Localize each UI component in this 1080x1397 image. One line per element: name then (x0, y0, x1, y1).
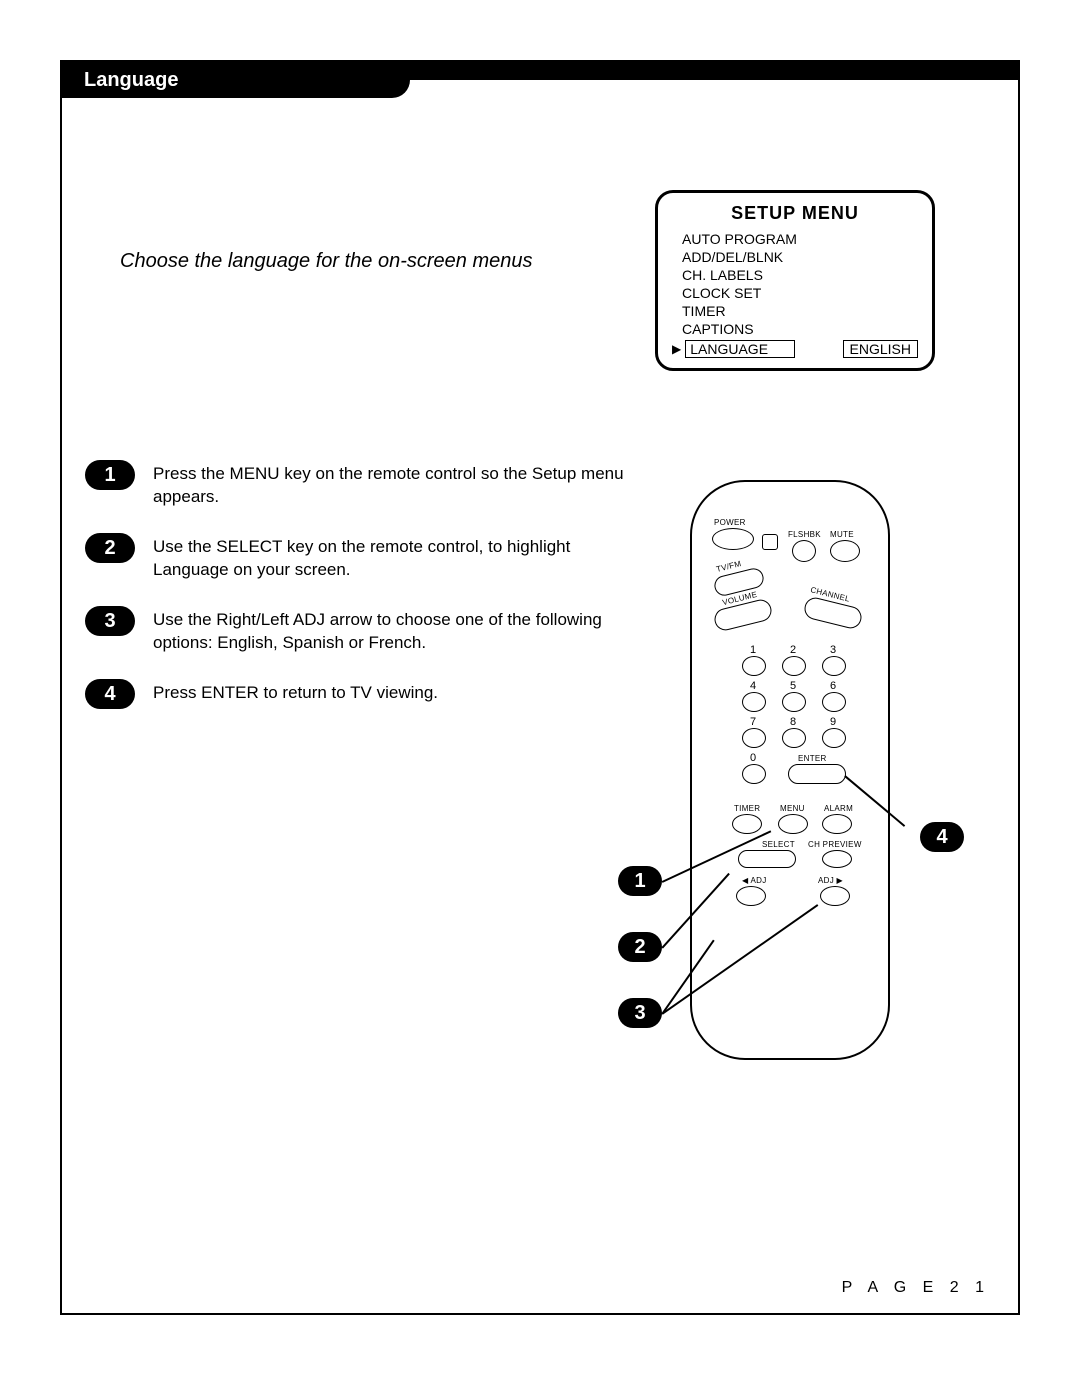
label-power: POWER (714, 518, 746, 527)
label-mute: MUTE (830, 530, 854, 539)
digit-button (742, 692, 766, 712)
callout-2: 2 (618, 932, 662, 962)
timer-button (732, 814, 762, 834)
menu-item: ADD/DEL/BLNK (672, 248, 918, 266)
callout-3: 3 (618, 998, 662, 1028)
digit: 4 (750, 680, 756, 692)
power-button (712, 528, 754, 550)
step-text: Press ENTER to return to TV viewing. (153, 679, 438, 705)
menu-selected-value: ENGLISH (843, 340, 918, 358)
menu-item: TIMER (672, 302, 918, 320)
digit-button (742, 728, 766, 748)
digit-button (782, 656, 806, 676)
label-alarm: ALARM (824, 804, 853, 813)
callout-1: 1 (618, 866, 662, 896)
digit: 3 (830, 644, 836, 656)
step-row: 2 Use the SELECT key on the remote contr… (85, 533, 645, 582)
step-number: 3 (85, 606, 135, 636)
setup-menu-title: SETUP MENU (672, 203, 918, 224)
menu-item: CAPTIONS (672, 320, 918, 338)
pointer-icon: ▶ (672, 342, 681, 356)
label-menu: MENU (780, 804, 805, 813)
chpreview-button (822, 850, 852, 868)
digit: 7 (750, 716, 756, 728)
label-adj-left: ◀ ADJ (742, 876, 767, 885)
setup-menu: SETUP MENU AUTO PROGRAM ADD/DEL/BLNK CH.… (655, 190, 935, 371)
digit-button (822, 728, 846, 748)
step-row: 4 Press ENTER to return to TV viewing. (85, 679, 645, 709)
adj-left-button (736, 886, 766, 906)
label-timer: TIMER (734, 804, 760, 813)
digit-button (782, 692, 806, 712)
digit: 5 (790, 680, 796, 692)
menu-selected-row: ▶ LANGUAGE ENGLISH (672, 338, 918, 358)
digit-button (742, 656, 766, 676)
volume-rocker (712, 597, 774, 632)
page-footer: P A G E 2 1 (842, 1279, 990, 1297)
alarm-button (822, 814, 852, 834)
steps-list: 1 Press the MENU key on the remote contr… (85, 460, 645, 733)
step-text: Use the Right/Left ADJ arrow to choose o… (153, 606, 645, 655)
step-number: 2 (85, 533, 135, 563)
select-button (738, 850, 796, 868)
digit: 6 (830, 680, 836, 692)
digit-button (782, 728, 806, 748)
digit: 2 (790, 644, 796, 656)
digit: 8 (790, 716, 796, 728)
step-text: Press the MENU key on the remote control… (153, 460, 645, 509)
menu-button (778, 814, 808, 834)
digit-button (822, 692, 846, 712)
intro-text: Choose the language for the on-screen me… (120, 250, 533, 273)
label-adj-right: ADJ ▶ (818, 876, 843, 885)
label-select: SELECT (762, 840, 795, 849)
step-number: 1 (85, 460, 135, 490)
menu-item: CH. LABELS (672, 266, 918, 284)
step-row: 3 Use the Right/Left ADJ arrow to choose… (85, 606, 645, 655)
flshbk-button (792, 540, 816, 562)
menu-item: AUTO PROGRAM (672, 230, 918, 248)
adj-right-button (820, 886, 850, 906)
channel-rocker (802, 595, 864, 630)
step-row: 1 Press the MENU key on the remote contr… (85, 460, 645, 509)
digit-button (742, 764, 766, 784)
digit: 9 (830, 716, 836, 728)
label-flshbk: FLSHBK (788, 530, 821, 539)
step-text: Use the SELECT key on the remote control… (153, 533, 645, 582)
callout-4: 4 (920, 822, 964, 852)
label-enter: ENTER (798, 754, 827, 763)
step-number: 4 (85, 679, 135, 709)
digit: 0 (750, 752, 756, 764)
menu-item: CLOCK SET (672, 284, 918, 302)
label-chpreview: CH PREVIEW (808, 840, 862, 849)
digit: 1 (750, 644, 756, 656)
menu-selected-label: LANGUAGE (685, 340, 795, 358)
mute-button (830, 540, 860, 562)
section-title: Language (60, 62, 410, 98)
cc-button (762, 534, 778, 550)
enter-button (788, 764, 846, 784)
digit-button (822, 656, 846, 676)
